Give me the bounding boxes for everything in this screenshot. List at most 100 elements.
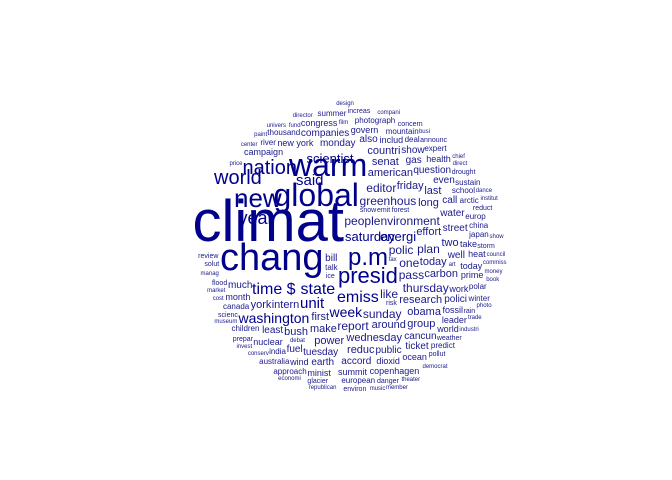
word-cloud-term: polar: [468, 282, 487, 292]
word-cloud-term: last: [424, 185, 442, 198]
word-cloud-term: greenhous: [359, 193, 417, 208]
word-cloud-term: pass: [398, 268, 425, 283]
word-cloud-term: price: [229, 161, 243, 168]
word-cloud-term: market: [207, 288, 226, 295]
word-cloud-term: emiss: [337, 289, 379, 306]
word-cloud-term: group: [407, 318, 436, 331]
word-cloud-term: money: [484, 268, 503, 275]
word-cloud-term: global: [273, 177, 359, 213]
word-cloud-term: children: [231, 324, 260, 334]
word-cloud-term: risk: [386, 300, 397, 308]
word-cloud-term: much: [227, 279, 253, 291]
word-cloud-term: show: [489, 234, 504, 241]
word-cloud-term: water: [440, 207, 465, 219]
word-cloud-term: health: [426, 154, 451, 165]
word-cloud-term: drought: [451, 169, 476, 177]
word-cloud-term: first: [311, 310, 330, 323]
word-cloud-term: council: [486, 251, 506, 258]
word-cloud-term: approach: [273, 367, 307, 377]
word-cloud-term: art: [448, 262, 456, 269]
word-cloud-term: china: [469, 220, 489, 230]
word-cloud-term: music: [369, 386, 386, 393]
word-cloud-term: show: [401, 144, 425, 156]
word-cloud-term: danger: [377, 377, 399, 385]
word-cloud-term: plan: [417, 242, 440, 257]
word-cloud-term: busi: [418, 128, 430, 135]
word-cloud-term: nuclear: [253, 336, 283, 347]
word-cloud-term: pollut: [428, 351, 446, 359]
word-cloud-term: senat: [371, 155, 399, 168]
word-cloud-term: bill: [325, 252, 338, 264]
word-cloud-term: univers: [266, 122, 286, 129]
word-cloud-term: europ: [465, 211, 486, 221]
word-cloud-term: democrat: [422, 364, 448, 371]
word-cloud-term: today: [460, 261, 483, 272]
word-cloud-term: environ: [343, 386, 367, 394]
word-cloud-term: weather: [436, 334, 462, 342]
word-cloud-term: york: [250, 298, 272, 311]
word-cloud-term: conserv: [247, 351, 269, 358]
word-cloud-term: tax: [388, 256, 397, 263]
word-cloud-term: mountain: [385, 126, 419, 136]
word-cloud-term: ocean: [402, 352, 427, 363]
word-cloud-term: summer: [317, 108, 347, 118]
word-cloud-term: photo: [476, 302, 492, 309]
word-cloud-term: india: [269, 347, 286, 357]
word-cloud-term: new: [234, 183, 282, 213]
word-cloud-term: australia: [259, 357, 290, 366]
word-cloud-term: arctic: [459, 195, 479, 205]
word-cloud-term: cost: [212, 296, 224, 303]
word-cloud-term: tuesday: [303, 346, 339, 358]
word-cloud-term: compani: [377, 110, 401, 117]
word-cloud-term: film: [338, 120, 349, 127]
word-cloud-term: includ: [379, 135, 404, 146]
word-cloud-term: washington: [238, 310, 310, 326]
word-cloud-term: museum: [214, 318, 238, 325]
word-cloud-term: dance: [475, 188, 493, 195]
word-cloud-term: polic: [388, 242, 414, 257]
word-cloud-term: bush: [284, 326, 309, 339]
word-cloud-term: friday: [396, 179, 424, 192]
word-cloud-term: said: [296, 171, 324, 189]
word-cloud-term: european: [341, 376, 376, 386]
word-cloud-term: invest: [236, 344, 253, 350]
word-cloud-term: deal: [404, 135, 420, 145]
word-cloud-term: review: [198, 253, 219, 261]
word-cloud-term: book: [486, 276, 500, 283]
word-cloud-term: emit: [376, 206, 391, 214]
word-cloud-term: world: [437, 324, 459, 335]
word-cloud-term: fund: [288, 122, 301, 129]
word-cloud-term: call: [442, 194, 458, 206]
word-cloud-term: ice: [325, 273, 335, 281]
word-cloud-term: street: [442, 223, 468, 235]
word-cloud-term: center: [240, 141, 258, 148]
word-cloud-term: year: [238, 208, 274, 228]
word-cloud-term: chang: [220, 237, 324, 279]
word-cloud-term: prime: [460, 270, 484, 281]
word-cloud-term: gas: [405, 154, 422, 166]
word-cloud-term: report: [337, 319, 369, 334]
word-cloud-term: design: [336, 101, 354, 108]
word-cloud-term: member: [385, 385, 408, 392]
word-cloud-term: state: [300, 281, 336, 298]
word-cloud-term: director: [292, 112, 313, 119]
word-cloud-term: sustain: [455, 177, 481, 187]
word-cloud-term: photograph: [354, 116, 396, 126]
word-cloud-term: fossil: [442, 304, 463, 315]
word-cloud-term: reduct: [472, 204, 493, 212]
word-cloud-term: reduc: [347, 344, 375, 357]
word-cloud-term: concern: [397, 120, 423, 128]
word-cloud-term: peopl: [344, 213, 374, 228]
word-cloud-term: p.m: [348, 244, 389, 271]
word-cloud-term: canada: [222, 301, 250, 311]
word-cloud-term: japan: [469, 230, 489, 240]
word-cloud-term: around: [371, 318, 406, 331]
word-cloud-term: polici: [444, 294, 468, 306]
word-cloud-term: leader: [441, 314, 467, 325]
word-cloud-term: school: [451, 185, 475, 195]
word-cloud-term: fuel: [286, 343, 303, 355]
word-cloud-term: time $: [252, 281, 296, 298]
word-cloud-term: take: [460, 239, 478, 250]
word-cloud-term: dioxid: [376, 356, 400, 367]
word-cloud-term: snow: [359, 207, 377, 215]
